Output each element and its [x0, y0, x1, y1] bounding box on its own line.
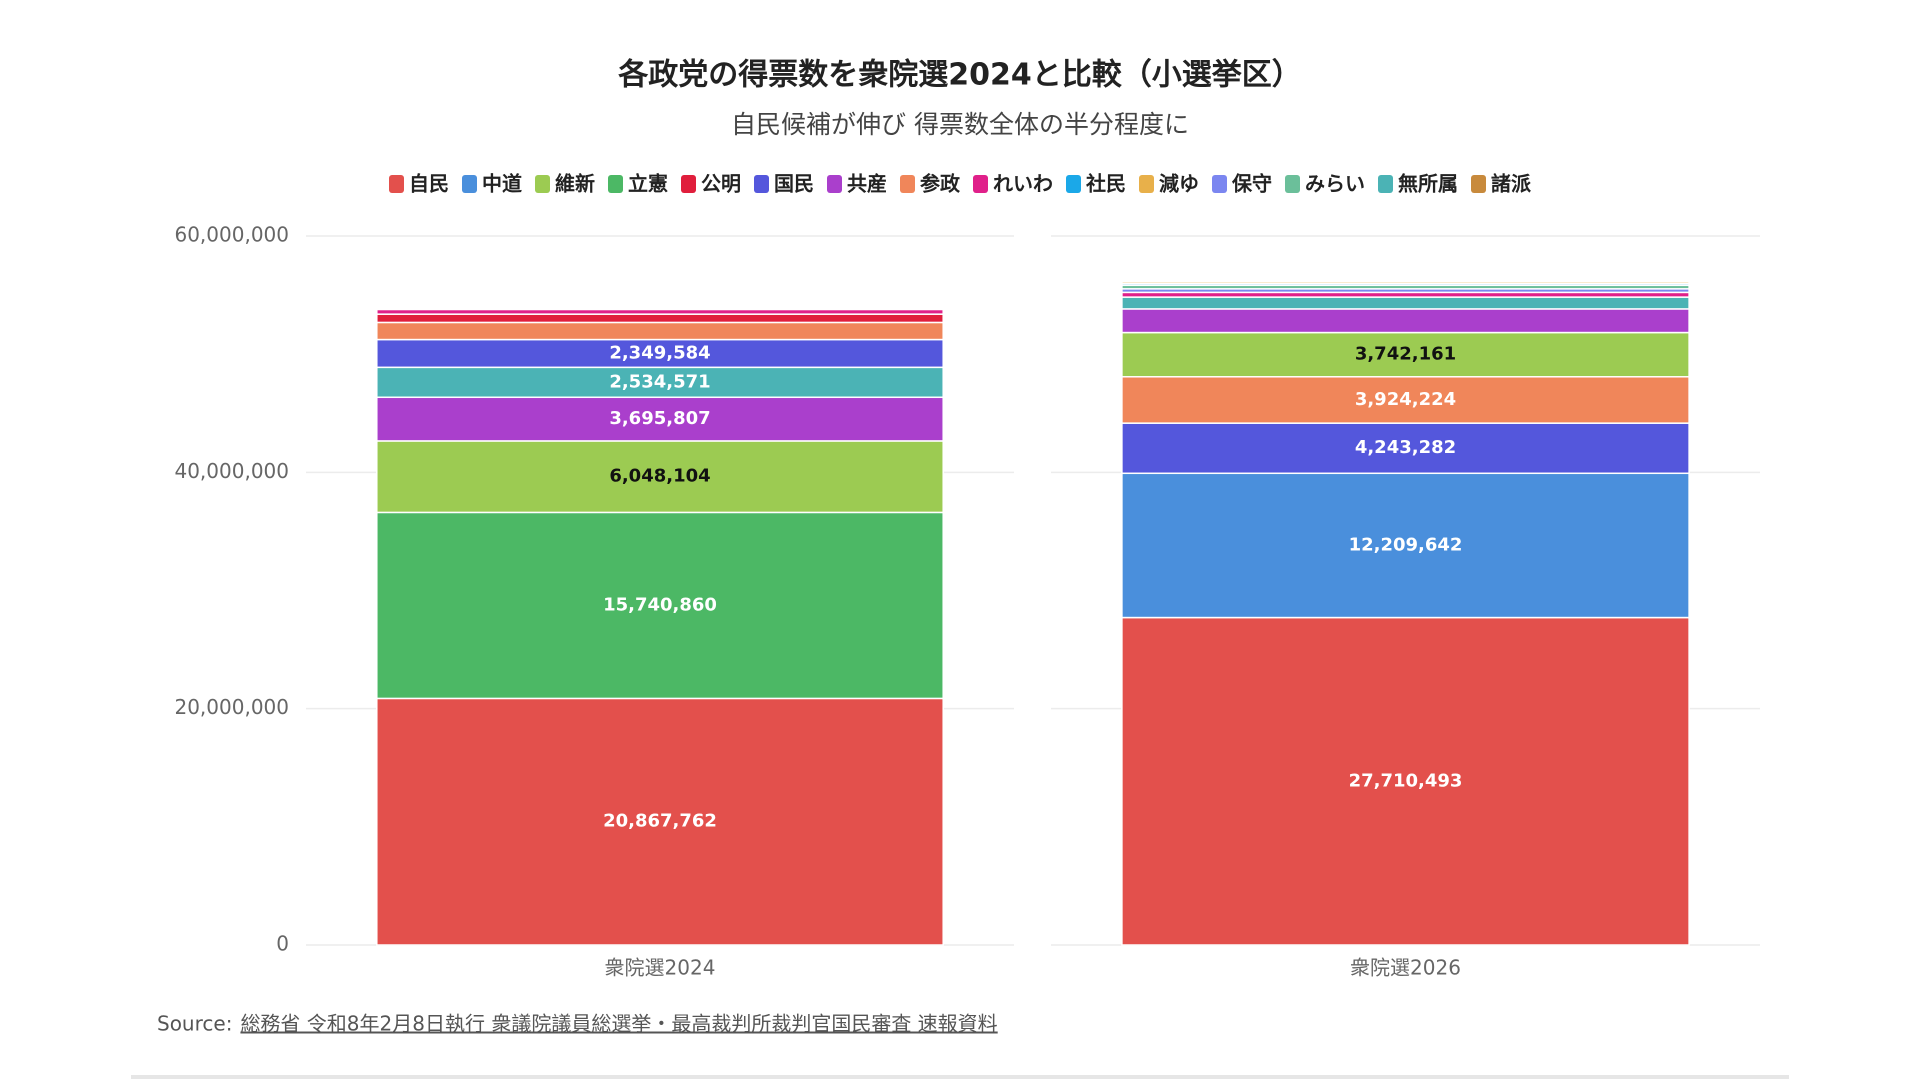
value-label: 6,048,104 [609, 466, 710, 487]
legend-swatch [535, 175, 550, 193]
legend-label: 保守 [1231, 172, 1272, 196]
legend-label: 諸派 [1491, 172, 1532, 196]
value-label: 12,209,642 [1349, 534, 1463, 555]
value-label: 3,742,161 [1355, 344, 1456, 365]
legend-label: 公明 [701, 172, 741, 196]
legend-swatch [1066, 175, 1081, 193]
legend-label: れいわ [993, 172, 1053, 196]
value-label: 2,349,584 [609, 342, 710, 363]
bar-segment [376, 313, 944, 324]
legend-label: 立憲 [628, 172, 668, 196]
chart-subtitle: 自民候補が伸び 得票数全体の半分程度に [731, 110, 1189, 139]
bar-segment [376, 511, 944, 700]
bar-segment [1121, 279, 1690, 283]
bar-segment [376, 305, 944, 308]
value-label: 3,695,807 [609, 408, 710, 429]
bar-segment [376, 396, 944, 442]
legend-swatch [754, 175, 769, 193]
value-label: 2,534,571 [609, 371, 710, 392]
legend-swatch [900, 175, 915, 193]
bar-segment [1121, 472, 1690, 619]
legend-label: 社民 [1085, 172, 1126, 196]
bar-segment [1121, 308, 1690, 334]
value-label: 15,740,860 [603, 594, 717, 615]
value-label: 27,710,493 [1349, 770, 1463, 791]
y-tick-label: 20,000,000 [174, 695, 289, 719]
legend-swatch [1285, 175, 1300, 193]
bar-segment [1121, 616, 1690, 946]
legend-label: 国民 [774, 172, 814, 196]
legend-label: みらい [1305, 172, 1365, 196]
legend-label: 自民 [409, 172, 449, 196]
bar-segment [376, 697, 944, 946]
legend-swatch [681, 175, 696, 193]
legend-swatch [462, 175, 477, 193]
legend-swatch [1471, 175, 1486, 193]
y-tick-label: 40,000,000 [174, 459, 289, 483]
bar-segment [376, 321, 944, 341]
y-tick-label: 0 [276, 932, 289, 956]
bar-segment [376, 338, 944, 369]
x-tick-label: 衆院選2024 [605, 956, 716, 980]
bar-segment [1121, 331, 1690, 378]
source-label: Source: [157, 1012, 232, 1036]
value-label: 20,867,762 [603, 811, 717, 832]
legend-swatch [827, 175, 842, 193]
legend-swatch [973, 175, 988, 193]
legend-label: 減ゆ [1159, 172, 1199, 196]
value-label: 4,243,282 [1355, 437, 1456, 458]
value-label: 3,924,224 [1355, 389, 1456, 410]
legend-label: 共産 [847, 172, 887, 196]
legend-swatch [1212, 175, 1227, 193]
legend-label: 参政 [920, 172, 961, 196]
x-tick-label: 衆院選2026 [1350, 956, 1461, 980]
bar-segment [1121, 376, 1690, 424]
legend-swatch [1139, 175, 1154, 193]
bar-segment [1121, 422, 1690, 475]
legend-swatch [389, 175, 404, 193]
y-tick-label: 60,000,000 [174, 223, 289, 247]
bar-segment [376, 440, 944, 514]
chart-title: 各政党の得票数を衆院選2024と比較（小選挙区） [617, 58, 1302, 93]
legend-label: 中道 [482, 172, 522, 196]
source-link[interactable]: 総務省 令和8年2月8日執行 衆議院議員総選挙・最高裁判所裁判官国民審査 速報資… [240, 1012, 997, 1036]
legend-label: 無所属 [1398, 172, 1458, 196]
legend-swatch [1378, 175, 1393, 193]
bar-segment [1121, 296, 1690, 310]
legend-swatch [608, 175, 623, 193]
legend-label: 維新 [555, 172, 595, 196]
legend: 自民 中道 維新 立憲 公明 国民 共産 参政 れいわ 社民 減ゆ 保守 みらい 無所属 諸派 [389, 172, 1532, 196]
